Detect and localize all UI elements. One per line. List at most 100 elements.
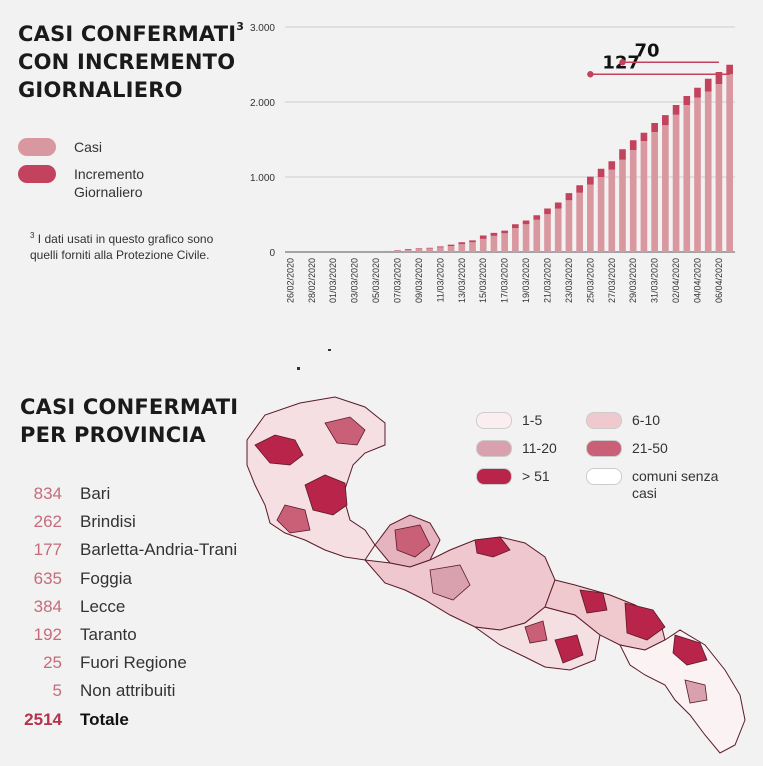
bar-incremento xyxy=(662,115,669,126)
map-legend-item: 21-50 xyxy=(586,440,722,457)
province-name: Brindisi xyxy=(80,512,136,532)
bar-incremento xyxy=(415,248,423,249)
x-tick-label: 01/03/2020 xyxy=(328,258,338,303)
bar-casi xyxy=(544,214,551,252)
bar-casi xyxy=(479,238,487,252)
region-foggia xyxy=(246,396,386,561)
bar-casi xyxy=(447,246,455,252)
chart-title-rest: CON INCREMENTO GIORNALIERO xyxy=(18,50,236,102)
province-row: 25 Fuori Regione xyxy=(18,649,237,677)
x-tick-label: 11/03/2020 xyxy=(435,258,445,302)
province-name: Bari xyxy=(80,484,111,504)
bar-casi xyxy=(672,114,680,252)
y-tick-label: 1.000 xyxy=(250,173,275,184)
y-tick-label: 2.000 xyxy=(250,98,275,109)
map-legend-label: 6-10 xyxy=(632,412,661,428)
hotspot-foggia-north xyxy=(254,434,304,466)
bar-incremento xyxy=(533,215,541,220)
bar-incremento xyxy=(726,64,733,75)
map-hotspots xyxy=(254,416,708,704)
map-legend-label: comuni senza casi xyxy=(632,468,719,501)
province-name: Fuori Regione xyxy=(80,653,187,673)
chart-title-main: CASI CONFERMATI xyxy=(18,22,237,46)
x-tick-label: 05/03/2020 xyxy=(371,258,381,303)
x-tick-label: 19/03/2020 xyxy=(521,258,531,303)
province-name: Foggia xyxy=(80,568,132,588)
province-row: 192 Taranto xyxy=(18,621,237,649)
hotspot-lecce-south xyxy=(684,679,708,704)
province-name: Totale xyxy=(80,709,129,729)
bar-incremento xyxy=(512,224,519,228)
bar-casi xyxy=(640,141,648,252)
bar-casi xyxy=(437,247,444,252)
bar-casi xyxy=(683,105,691,252)
bar-casi xyxy=(469,242,476,252)
bar-casi xyxy=(629,150,637,252)
bar-incremento xyxy=(597,168,605,177)
hotspot-murgia xyxy=(429,564,471,601)
annotation-dot xyxy=(587,71,594,78)
annotation-dot xyxy=(619,59,626,66)
x-tick-label: 21/03/2020 xyxy=(543,258,553,303)
x-tick-label: 07/03/2020 xyxy=(393,258,403,303)
map-legend-item: 6-10 xyxy=(586,412,722,429)
province-row: 5 Non attribuiti xyxy=(18,677,237,705)
map-legend-swatch xyxy=(476,468,512,485)
footnote: 3 I dati usati in questo grafico sono qu… xyxy=(30,228,220,263)
legend-item-incremento: Incremento Giornaliero xyxy=(18,165,174,201)
footnote-mark: 3 xyxy=(30,231,35,240)
province-count: 384 xyxy=(33,596,62,616)
hotspot-taranto-east xyxy=(524,620,548,644)
bar-casi xyxy=(554,208,562,252)
bar-casi xyxy=(522,224,530,252)
map-legend-swatch xyxy=(586,440,622,457)
bar-casi xyxy=(651,132,658,252)
hotspot-bari xyxy=(474,536,511,558)
legend-swatch-casi xyxy=(18,138,56,156)
bar-incremento xyxy=(640,132,648,141)
x-tick-label: 25/03/2020 xyxy=(585,258,595,303)
province-name: Lecce xyxy=(80,596,126,616)
hotspot-bat xyxy=(394,524,431,558)
bar-casi xyxy=(415,249,423,252)
map-legend-item: 1-5 xyxy=(476,412,612,429)
bar-casi xyxy=(490,235,498,252)
bar-casi xyxy=(726,74,733,252)
bar-casi xyxy=(576,192,583,252)
bar-incremento xyxy=(404,249,412,250)
legend-label-casi: Casi xyxy=(74,139,103,155)
province-row: 635 Foggia xyxy=(18,565,237,593)
bar-incremento xyxy=(437,246,444,248)
footnote-text: I dati usati in questo grafico sono quel… xyxy=(30,232,214,262)
hotspot-foggia-center xyxy=(304,474,348,516)
legend-item-casi: Casi xyxy=(18,138,174,156)
tremiti-islands xyxy=(297,349,331,370)
bar-incremento xyxy=(426,247,433,249)
bar-casi xyxy=(501,233,508,252)
map-legend-label: 1-5 xyxy=(522,412,543,428)
x-tick-label: 23/03/2020 xyxy=(564,258,574,303)
x-tick-label: 06/04/2020 xyxy=(714,258,724,303)
map-legend-swatch xyxy=(586,468,622,485)
province-row: 177 Barletta-Andria-Trani xyxy=(18,536,238,564)
province-count: 262 xyxy=(33,512,62,532)
hotspot-foggia-south xyxy=(276,504,311,534)
map-legend-swatch xyxy=(586,412,622,429)
province-title: CASI CONFERMATI PER PROVINCIA xyxy=(20,395,239,447)
x-tick-label: 29/03/2020 xyxy=(628,258,638,303)
map-legend-item: 11-20 xyxy=(476,440,612,457)
bar-casi xyxy=(597,177,605,252)
bar-incremento xyxy=(458,242,466,245)
legend-label-incremento: Incremento Giornaliero xyxy=(74,166,145,200)
bar-casi xyxy=(394,250,401,252)
province-name: Taranto xyxy=(80,625,137,645)
y-tick-label: 3.000 xyxy=(250,23,275,34)
map-legend-item: > 51 xyxy=(476,468,612,485)
bar-incremento xyxy=(490,232,498,236)
bar-casi xyxy=(619,159,626,252)
province-count: 25 xyxy=(43,653,62,673)
x-tick-label: 15/03/2020 xyxy=(478,258,488,303)
bar-casi xyxy=(608,169,616,252)
hotspot-monopoli xyxy=(579,589,608,614)
province-count: 635 xyxy=(33,568,62,588)
